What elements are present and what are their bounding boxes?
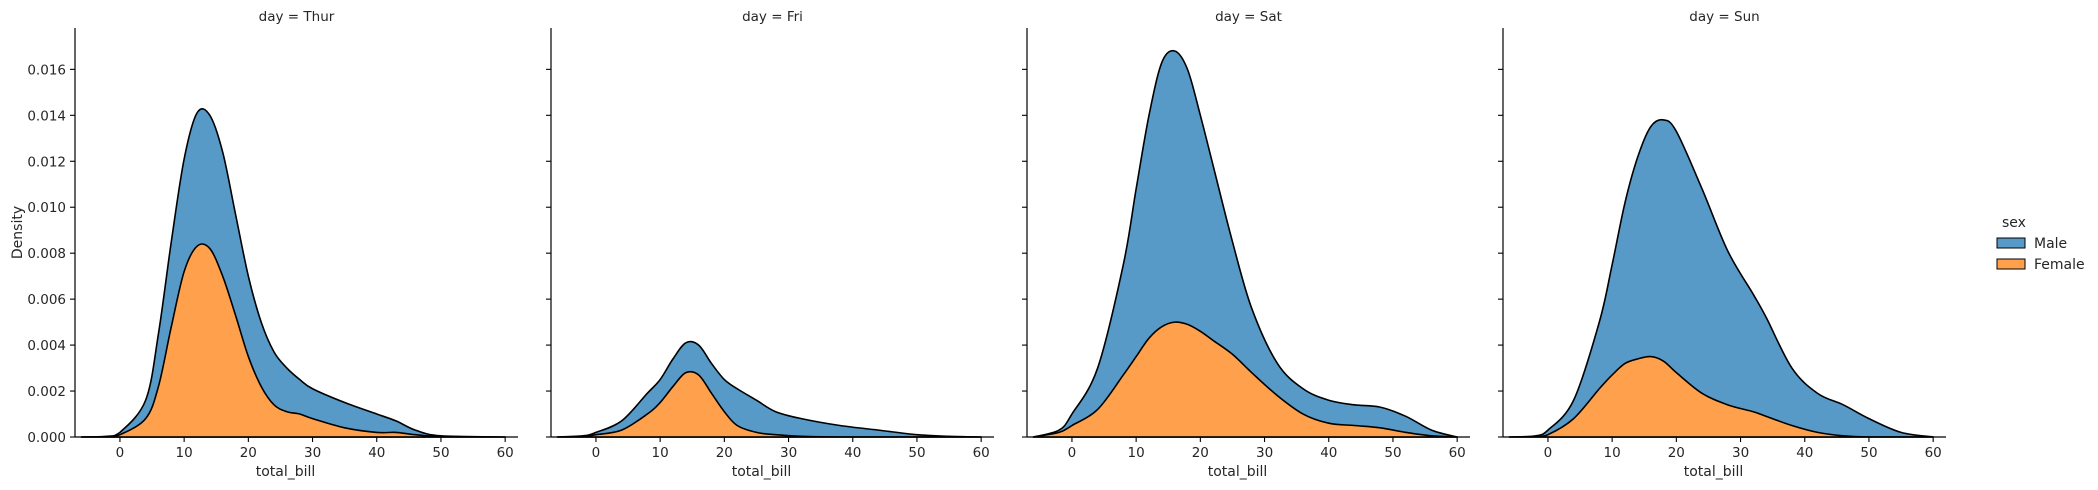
facet-panel-4: day = Sun 0 10 20 30 40 50 60 total_bill [1498,9,1946,480]
kde-area-female [1508,355,1934,438]
x-tick-label: 30 [780,445,797,461]
x-axis-label: total_bill [1684,464,1744,480]
x-tick-label: 30 [1732,445,1749,461]
x-tick-label: 50 [908,445,925,461]
facet-grid: day = Thur 0 10 20 30 40 50 60 0.000 0.002 0.004 0.… [10,9,1946,480]
y-tick-label: 0.012 [27,154,66,170]
y-tick-label: 0.004 [27,338,66,354]
kde-area-male [556,340,982,438]
x-tick-label: 0 [1544,445,1553,461]
kde-area-female [80,243,506,438]
x-tick-label: 50 [1384,445,1401,461]
facet-panel-1: day = Thur 0 10 20 30 40 50 60 0.000 0.002 0.004 0.… [10,9,518,480]
y-tick-label: 0.008 [27,246,66,262]
kde-area-male [1508,118,1934,438]
facet-panel-2: day = Fri 0 10 20 30 40 50 60 total_bill [546,9,994,480]
y-tick-label: 0.000 [27,430,66,446]
x-tick-label: 40 [1320,445,1337,461]
kde-area-female [1032,321,1458,438]
x-tick-label: 0 [1068,445,1077,461]
x-axis-label: total_bill [732,464,792,480]
y-tick-label: 0.002 [27,384,66,400]
legend-label-female: Female [2034,257,2085,273]
x-tick-label: 10 [1128,445,1145,461]
facet-title: day = Sat [1215,9,1282,25]
y-tick-label: 0.010 [27,200,66,216]
x-tick-label: 60 [1449,445,1466,461]
x-tick-label: 50 [432,445,449,461]
x-tick-label: 60 [1925,445,1942,461]
x-tick-label: 20 [1192,445,1209,461]
x-tick-label: 30 [1256,445,1273,461]
x-tick-label: 30 [304,445,321,461]
legend-label-male: Male [2034,236,2067,252]
x-tick-label: 20 [240,445,257,461]
facet-title: day = Thur [259,9,335,25]
facet-panel-3: day = Sat 0 10 20 30 40 50 60 total_bill [1022,9,1470,480]
x-tick-label: 60 [973,445,990,461]
facet-title: day = Fri [742,9,803,25]
legend: sex Male Female [1996,215,2085,273]
x-tick-label: 10 [176,445,193,461]
y-axis-label: Density [10,206,26,259]
x-tick-label: 40 [844,445,861,461]
kde-area-male [1032,49,1458,438]
x-tick-label: 20 [716,445,733,461]
x-tick-label: 0 [592,445,601,461]
y-tick-label: 0.016 [27,62,66,78]
x-tick-label: 40 [368,445,385,461]
kde-area-male [80,108,506,438]
x-tick-label: 10 [652,445,669,461]
facet-title: day = Sun [1689,9,1759,25]
x-tick-label: 40 [1796,445,1813,461]
x-tick-label: 10 [1604,445,1621,461]
x-axis-label: total_bill [1208,464,1268,480]
y-tick-label: 0.014 [27,108,66,124]
x-tick-label: 60 [497,445,514,461]
x-axis-label: total_bill [256,464,316,480]
x-tick-label: 0 [116,445,125,461]
legend-title: sex [2002,215,2026,231]
legend-swatch-male [1996,237,2026,249]
x-tick-label: 50 [1860,445,1877,461]
legend-swatch-female [1996,258,2026,270]
y-tick-label: 0.006 [27,292,66,308]
x-tick-label: 20 [1668,445,1685,461]
